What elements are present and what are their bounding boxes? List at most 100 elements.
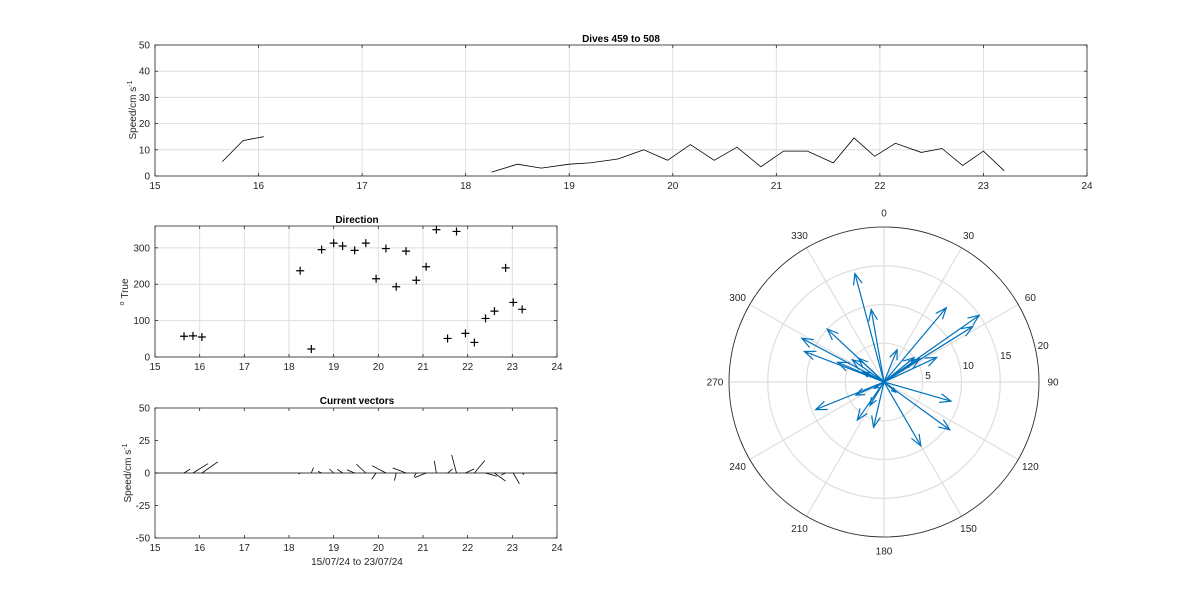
arrow-shaft	[851, 359, 885, 383]
current-arrow	[871, 381, 885, 429]
current-arrow	[869, 381, 885, 407]
y-tick-label: 10	[139, 145, 151, 156]
radial-tick-label: 15	[1000, 351, 1012, 362]
current-vector	[310, 467, 314, 474]
current-vector	[371, 465, 387, 474]
vectors-ylabel: Speed/cm s-1	[122, 443, 134, 502]
current-vector	[371, 472, 377, 480]
current-vector	[192, 463, 209, 474]
x-tick-label: 21	[771, 181, 783, 192]
current-arrow	[883, 381, 922, 448]
y-tick-label: 30	[139, 93, 151, 104]
arrow-shaft	[883, 326, 974, 383]
x-tick-label: 24	[1081, 181, 1093, 192]
arrow-head	[871, 415, 881, 429]
x-tick-label: 23	[507, 543, 519, 554]
direction-point	[392, 282, 401, 291]
speed-axes: Dives 459 to 508 Speed/cm s-1 15 16 17 18 19…	[127, 34, 1093, 192]
current-arrow	[850, 358, 885, 383]
angle-tick-label: 330	[791, 231, 808, 242]
arrow-head	[856, 408, 868, 422]
current-arrow	[868, 307, 885, 383]
y-tick-label: 200	[133, 280, 150, 291]
current-vector	[346, 469, 355, 474]
direction-title: Direction	[335, 215, 378, 226]
current-vector	[329, 468, 334, 474]
direction-point	[180, 332, 189, 341]
axes-frame	[154, 44, 1088, 177]
polar-spoke	[883, 381, 1019, 461]
direction-point	[361, 239, 370, 248]
angle-tick-label: 60	[1025, 293, 1037, 304]
y-tick-label: 0	[144, 353, 150, 364]
arrow-head	[814, 400, 828, 411]
direction-point	[432, 225, 441, 234]
arrow-head	[935, 306, 948, 320]
current-vector	[356, 463, 367, 474]
current-arrow	[883, 306, 948, 383]
y-tick-label: 20	[139, 119, 151, 130]
direction-point	[338, 242, 347, 251]
speed-series-line	[222, 136, 264, 162]
x-tick-label: 16	[253, 181, 265, 192]
current-arrow	[814, 381, 885, 411]
current-vector	[413, 472, 417, 478]
direction-point	[350, 246, 359, 255]
arrow-head	[890, 387, 897, 394]
current-arrow	[883, 381, 953, 403]
x-tick-label: 16	[194, 543, 206, 554]
direction-point	[188, 331, 197, 340]
current-vector	[317, 470, 322, 474]
current-arrow	[826, 327, 885, 383]
angle-tick-label: 150	[960, 524, 977, 535]
x-tick-label: 19	[564, 181, 576, 192]
arrow-shaft	[883, 314, 980, 383]
arrow-head	[802, 350, 817, 361]
x-tick-label: 23	[978, 181, 990, 192]
polar-spoke	[883, 303, 1019, 383]
vectors-axes: Current vectors Speed/cm s-1 15/07/24 to…	[122, 396, 563, 568]
direction-point	[490, 307, 499, 316]
speed-ylabel: Speed/cm s-1	[127, 80, 139, 139]
arrow-head	[902, 356, 916, 369]
polar-spoke	[805, 247, 885, 383]
x-tick-label: 24	[551, 362, 563, 373]
vectors-xlabel: 15/07/24 to 23/07/24	[311, 557, 403, 568]
current-arrow	[800, 337, 885, 383]
angle-tick-label: 120	[1022, 462, 1039, 473]
radial-tick-label: 20	[1038, 341, 1050, 352]
current-vector	[298, 472, 301, 475]
arrow-shaft	[801, 337, 885, 383]
arrow-shaft	[883, 381, 922, 447]
x-tick-label: 19	[328, 543, 340, 554]
direction-point	[509, 298, 518, 307]
current-arrow	[854, 381, 885, 396]
x-tick-label: 23	[507, 362, 519, 373]
x-tick-label: 18	[460, 181, 472, 192]
direction-point	[461, 329, 470, 338]
x-tick-label: 20	[667, 181, 679, 192]
direction-point	[412, 276, 421, 285]
arrow-head	[869, 397, 877, 407]
direction-point	[402, 247, 411, 256]
angle-tick-label: 30	[963, 231, 975, 242]
arrow-head	[939, 393, 953, 403]
arrow-head	[960, 325, 975, 337]
current-arrow	[883, 325, 975, 383]
x-tick-label: 22	[462, 543, 474, 554]
x-tick-label: 17	[239, 362, 251, 373]
direction-ylabel: oTrue	[119, 278, 131, 306]
speed-series-line	[491, 137, 1005, 173]
polar-spoke	[749, 303, 885, 383]
current-arrow	[802, 350, 885, 383]
current-arrow	[883, 381, 897, 394]
radial-tick-label: 5	[925, 371, 931, 382]
x-tick-label: 17	[357, 181, 369, 192]
arrow-head	[852, 271, 863, 286]
direction-point	[518, 305, 527, 314]
current-arrow	[883, 356, 916, 383]
direction-point	[501, 263, 510, 272]
arrow-shaft	[883, 307, 947, 383]
x-tick-label: 22	[462, 362, 474, 373]
